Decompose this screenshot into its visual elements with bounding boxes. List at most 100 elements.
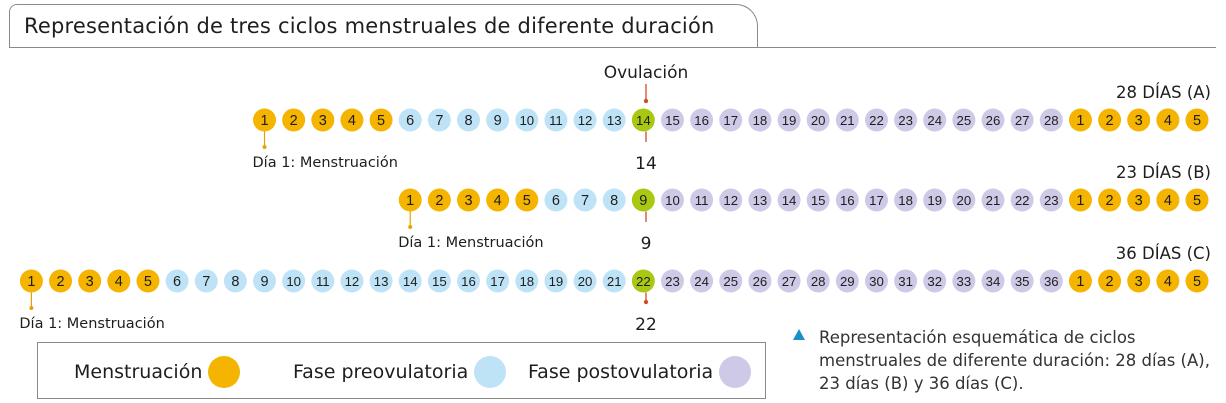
day-circle bbox=[398, 269, 422, 293]
day-circle bbox=[1010, 269, 1034, 293]
day-number: 12 bbox=[578, 113, 593, 128]
day-circle bbox=[806, 108, 830, 132]
day-number: 9 bbox=[639, 193, 647, 209]
legend-dot-postovulatory bbox=[719, 355, 752, 388]
day-number: 17 bbox=[490, 274, 505, 289]
day-circle bbox=[136, 269, 160, 293]
legend-item-postovulatory: Fase postovulatoria bbox=[528, 343, 752, 400]
day-circle bbox=[660, 188, 684, 212]
day-number: 12 bbox=[345, 274, 360, 289]
day-number: 23 bbox=[898, 113, 913, 128]
day-circle bbox=[690, 188, 714, 212]
day-number: 22 bbox=[869, 113, 884, 128]
day-number: 1 bbox=[27, 274, 35, 290]
day-circle bbox=[573, 269, 597, 293]
day-number: 26 bbox=[986, 113, 1001, 128]
day-circle bbox=[1156, 188, 1180, 212]
day-number: 8 bbox=[464, 113, 472, 129]
day-circle bbox=[1068, 108, 1092, 132]
legend-item-preovulatory: Fase preovulatoria bbox=[293, 343, 507, 400]
legend-label-menstruation: Menstruación bbox=[74, 360, 203, 383]
day-number: 2 bbox=[290, 113, 298, 129]
day-number: 3 bbox=[86, 274, 94, 290]
day-circle bbox=[748, 188, 772, 212]
day-circle bbox=[282, 108, 306, 132]
day-number: 21 bbox=[840, 113, 855, 128]
day-number: 8 bbox=[610, 193, 618, 209]
day-circle bbox=[1185, 188, 1209, 212]
day-circle bbox=[864, 269, 888, 293]
day-number: 20 bbox=[811, 113, 826, 128]
day-number: 4 bbox=[1164, 193, 1172, 209]
day-circle bbox=[806, 269, 830, 293]
day-circle bbox=[1039, 108, 1063, 132]
day-number: 16 bbox=[694, 113, 709, 128]
day-circle bbox=[777, 188, 801, 212]
day-circle bbox=[631, 108, 655, 132]
day-number: 17 bbox=[869, 193, 884, 208]
ovulation-day-number: 22 bbox=[635, 315, 657, 335]
day-circle bbox=[19, 269, 43, 293]
day-circle bbox=[660, 108, 684, 132]
day-number: 24 bbox=[927, 113, 942, 128]
title-box bbox=[9, 4, 758, 48]
day-circle bbox=[777, 108, 801, 132]
day-circle bbox=[602, 108, 626, 132]
day-number: 23 bbox=[665, 274, 680, 289]
day-number: 35 bbox=[1015, 274, 1030, 289]
legend-dot-menstruation bbox=[208, 355, 241, 388]
day-number: 7 bbox=[581, 193, 589, 209]
day-number: 28 bbox=[811, 274, 826, 289]
day-circle bbox=[427, 269, 451, 293]
day-number: 2 bbox=[57, 274, 65, 290]
day-number: 18 bbox=[519, 274, 534, 289]
day-number: 10 bbox=[665, 193, 680, 208]
day-circle bbox=[835, 269, 859, 293]
day1-connector-dot bbox=[408, 225, 413, 229]
day-number: 21 bbox=[607, 274, 622, 289]
day-number: 11 bbox=[549, 113, 563, 128]
day-number: 5 bbox=[144, 274, 152, 290]
day-number: 15 bbox=[432, 274, 447, 289]
legend-item-menstruation: Menstruación bbox=[74, 343, 241, 400]
day-number: 17 bbox=[723, 113, 738, 128]
day-circle bbox=[515, 108, 539, 132]
day-circle bbox=[340, 269, 364, 293]
day-number: 11 bbox=[695, 193, 709, 208]
day-circle bbox=[253, 108, 277, 132]
day-circle bbox=[544, 188, 568, 212]
day-circle bbox=[1010, 108, 1034, 132]
ovulation-day-number: 9 bbox=[641, 234, 652, 254]
day-circle bbox=[1127, 188, 1151, 212]
day-number: 11 bbox=[316, 274, 330, 289]
day-circle bbox=[1127, 269, 1151, 293]
day-circle bbox=[369, 269, 393, 293]
day-circle bbox=[894, 269, 918, 293]
day-number: 4 bbox=[1164, 113, 1172, 129]
day-circle bbox=[923, 269, 947, 293]
day-number: 10 bbox=[286, 274, 301, 289]
day-circle bbox=[894, 108, 918, 132]
day-circle bbox=[427, 108, 451, 132]
day-number: 28 bbox=[1044, 113, 1059, 128]
day-number: 16 bbox=[840, 193, 855, 208]
day-number: 25 bbox=[723, 274, 738, 289]
day-circle bbox=[107, 269, 131, 293]
day-circle bbox=[748, 269, 772, 293]
day-number: 5 bbox=[523, 193, 531, 209]
day-circle bbox=[1068, 269, 1092, 293]
day-number: 3 bbox=[319, 113, 327, 129]
day-circle bbox=[398, 188, 422, 212]
day-circle bbox=[981, 269, 1005, 293]
ovulation-label: Ovulación bbox=[604, 63, 689, 83]
day-number: 15 bbox=[665, 113, 680, 128]
day-number: 34 bbox=[986, 274, 1001, 289]
day-number: 27 bbox=[782, 274, 797, 289]
ovulation-day-number: 14 bbox=[635, 154, 657, 174]
day-number: 8 bbox=[231, 274, 239, 290]
day-circle bbox=[1010, 188, 1034, 212]
day-number: 4 bbox=[348, 113, 356, 129]
day-number: 2 bbox=[1106, 113, 1114, 129]
day-circle bbox=[923, 188, 947, 212]
